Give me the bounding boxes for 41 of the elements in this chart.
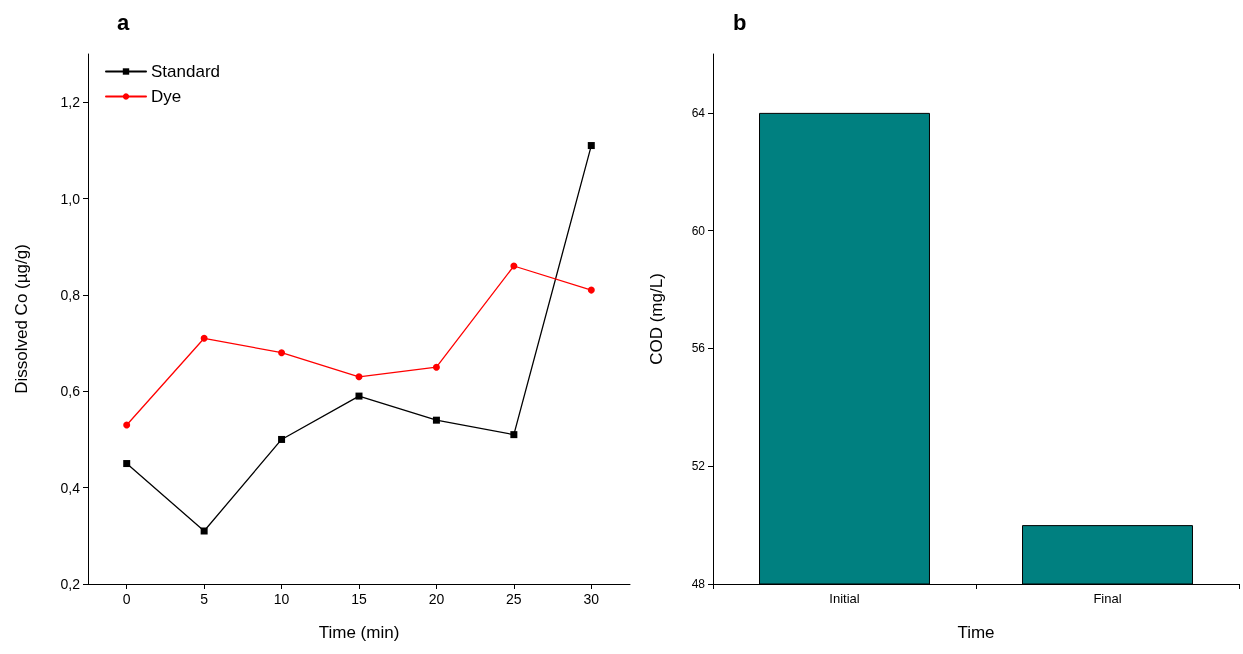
x-tick-label: Initial xyxy=(829,591,860,606)
point xyxy=(432,363,440,371)
y-tick-label: 48 xyxy=(691,577,706,591)
point xyxy=(587,142,595,150)
point xyxy=(355,373,363,381)
y-axis-title: Dissolved Co (µg/g) xyxy=(12,244,31,394)
x-tick-label: 5 xyxy=(200,591,209,607)
x-axis-title: Time (min) xyxy=(318,623,400,642)
point xyxy=(587,286,595,294)
x-tick-label: 25 xyxy=(506,591,522,607)
y-tick-label: 0,6 xyxy=(60,383,81,400)
y-tick-label: 1,0 xyxy=(60,190,81,207)
y-tick-label: 0,4 xyxy=(60,479,81,496)
x-tick-label: 0 xyxy=(122,591,131,607)
y-axis-title: COD (mg/L) xyxy=(647,273,666,365)
point xyxy=(278,435,286,443)
point xyxy=(432,416,440,424)
point xyxy=(200,334,208,342)
point xyxy=(123,460,131,468)
y-tick-label: 64 xyxy=(691,105,706,120)
chart-title: a xyxy=(117,9,130,35)
x-tick-label: 20 xyxy=(428,591,445,607)
y-tick-label: 1,2 xyxy=(60,94,81,111)
x-tick-label: 10 xyxy=(273,591,290,607)
x-tick-label: Final xyxy=(1093,591,1122,606)
x-axis-title: Time xyxy=(957,623,995,642)
legend-label: Dye xyxy=(151,87,182,106)
x-tick-label: 30 xyxy=(583,591,600,607)
y-tick-label: 52 xyxy=(691,459,706,474)
y-tick-label: 0,8 xyxy=(60,286,81,303)
y-tick-label: 60 xyxy=(691,223,706,238)
point xyxy=(123,421,131,429)
point xyxy=(355,392,363,400)
legend-label: Standard xyxy=(151,62,220,81)
y-tick-label: 56 xyxy=(691,341,706,356)
y-tick-label: 0,2 xyxy=(60,576,81,592)
point xyxy=(200,527,208,535)
chart-title: b xyxy=(733,9,747,35)
point xyxy=(278,349,286,357)
point xyxy=(510,431,518,439)
x-tick-label: 15 xyxy=(351,591,367,607)
